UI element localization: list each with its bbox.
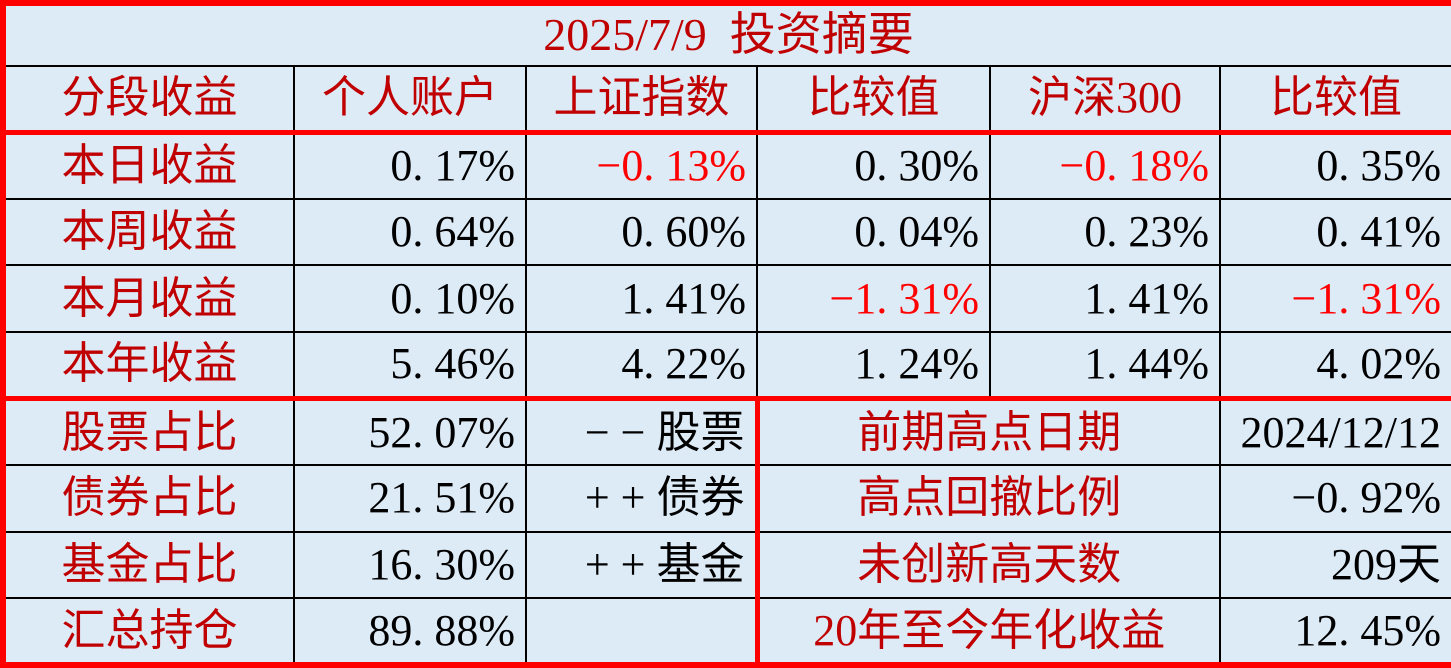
- header-csi300: 沪深300: [989, 64, 1221, 135]
- stat-label: 20年至今年化收益: [754, 597, 1221, 666]
- row-label: 本周收益: [2, 197, 295, 267]
- value-cell: −0. 18%: [989, 131, 1221, 200]
- row-label: 本日收益: [2, 131, 295, 200]
- value-cell: 1. 41%: [989, 264, 1221, 333]
- header-row: 分段收益 个人账户 上证指数 比较值 沪深300 比较值: [2, 64, 1451, 135]
- stat-label: 前期高点日期: [754, 397, 1221, 467]
- title-row: 2025/7/9 投资摘要: [2, 2, 1451, 67]
- value-cell: 0. 10%: [293, 264, 527, 333]
- table-row-weekly: 本周收益 0. 64% 0. 60% 0. 04% 0. 23% 0. 41%: [2, 197, 1451, 267]
- page-title: 2025/7/9 投资摘要: [2, 2, 1451, 67]
- stat-value: 209天: [1219, 530, 1451, 600]
- table-row-yearly: 本年收益 5. 46% 4. 22% 1. 24% 1. 44% 4. 02%: [2, 330, 1451, 402]
- value-cell: 21. 51%: [293, 464, 527, 533]
- value-cell: 52. 07%: [293, 397, 527, 467]
- header-comparison-1: 比较值: [756, 64, 991, 135]
- note-cell: + + 基金: [525, 530, 760, 600]
- value-cell: 4. 02%: [1219, 330, 1451, 402]
- table-row-stocks: 股票占比 52. 07% − − 股票 前期高点日期 2024/12/12: [2, 397, 1451, 467]
- table-row-monthly: 本月收益 0. 10% 1. 41% −1. 31% 1. 41% −1. 31…: [2, 264, 1451, 333]
- value-cell: 16. 30%: [293, 530, 527, 600]
- table-row-total: 汇总持仓 89. 88% 20年至今年化收益 12. 45%: [2, 597, 1451, 666]
- value-cell: 1. 24%: [756, 330, 991, 402]
- note-cell: − − 股票: [525, 397, 760, 467]
- value-cell: 0. 35%: [1219, 131, 1451, 200]
- value-cell: −1. 31%: [1219, 264, 1451, 333]
- stat-value: 12. 45%: [1219, 597, 1451, 666]
- header-personal-account: 个人账户: [293, 64, 527, 135]
- value-cell: 0. 41%: [1219, 197, 1451, 267]
- stat-label: 高点回撤比例: [754, 464, 1221, 533]
- value-cell: 89. 88%: [293, 597, 527, 666]
- row-label: 股票占比: [2, 397, 295, 467]
- note-cell: [525, 597, 760, 666]
- value-cell: 0. 04%: [756, 197, 991, 267]
- table-row-funds: 基金占比 16. 30% + + 基金 未创新高天数 209天: [2, 530, 1451, 600]
- value-cell: 0. 64%: [293, 197, 527, 267]
- value-cell: 5. 46%: [293, 330, 527, 402]
- header-comparison-2: 比较值: [1219, 64, 1451, 135]
- value-cell: 4. 22%: [525, 330, 758, 402]
- row-label: 汇总持仓: [2, 597, 295, 666]
- stat-value: 2024/12/12: [1219, 397, 1451, 467]
- row-label: 本月收益: [2, 264, 295, 333]
- header-sse-index: 上证指数: [525, 64, 758, 135]
- row-label: 债券占比: [2, 464, 295, 533]
- value-cell: 0. 17%: [293, 131, 527, 200]
- value-cell: 1. 41%: [525, 264, 758, 333]
- value-cell: 0. 60%: [525, 197, 758, 267]
- value-cell: 0. 30%: [756, 131, 991, 200]
- row-label: 本年收益: [2, 330, 295, 402]
- header-segment: 分段收益: [2, 64, 295, 135]
- value-cell: 1. 44%: [989, 330, 1221, 402]
- note-cell: + + 债券: [525, 464, 760, 533]
- table-row-bonds: 债券占比 21. 51% + + 债券 高点回撤比例 −0. 92%: [2, 464, 1451, 533]
- value-cell: −0. 13%: [525, 131, 758, 200]
- stat-label: 未创新高天数: [754, 530, 1221, 600]
- value-cell: −1. 31%: [756, 264, 991, 333]
- row-label: 基金占比: [2, 530, 295, 600]
- value-cell: 0. 23%: [989, 197, 1221, 267]
- table-row-daily: 本日收益 0. 17% −0. 13% 0. 30% −0. 18% 0. 35…: [2, 131, 1451, 200]
- stat-value: −0. 92%: [1219, 464, 1451, 533]
